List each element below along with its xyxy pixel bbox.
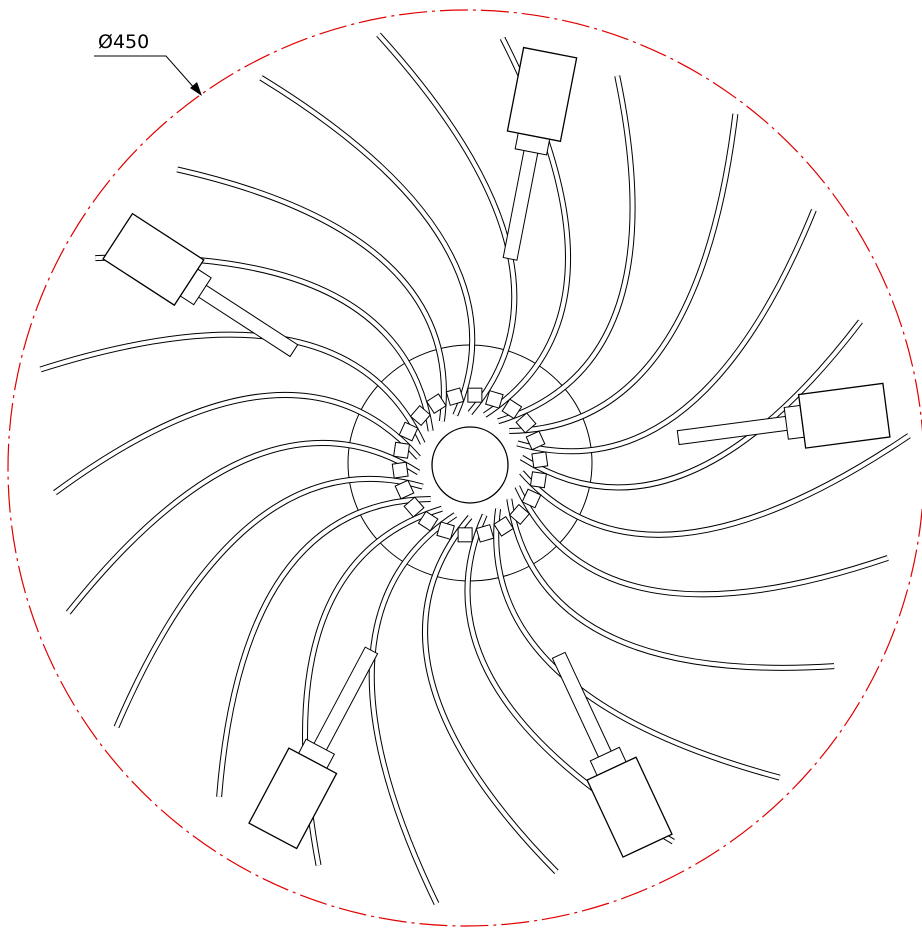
motor-shaft [314, 647, 378, 751]
motor-body [799, 383, 890, 448]
motor [484, 48, 577, 264]
motor [675, 383, 890, 464]
page: Ø450 (() => { const data = JSON.parse(do… [0, 0, 922, 928]
motor-shaft [503, 150, 538, 261]
blade-outline [379, 35, 515, 413]
blade-root [532, 452, 548, 468]
drawing: Ø450 [0, 0, 922, 928]
leader-line [94, 56, 196, 90]
blade-root [394, 442, 410, 458]
blade-outline [41, 335, 423, 444]
dimension-label: Ø450 [98, 31, 149, 53]
motor [103, 214, 309, 374]
blade-fill [517, 210, 814, 451]
blade-root [392, 462, 408, 478]
motor-shaft [677, 416, 788, 444]
blade-outline [517, 210, 814, 451]
motor-body [507, 48, 576, 142]
blade-outline [517, 487, 887, 595]
blade-root [458, 528, 472, 542]
blade-fill [509, 114, 735, 431]
blade-fill [517, 487, 887, 595]
motor [534, 644, 672, 857]
motor-shaft [198, 285, 298, 357]
hub [432, 427, 508, 503]
blade-root [468, 388, 482, 402]
leader-arrow [190, 82, 202, 96]
blade-root [530, 472, 546, 488]
blade-fill [379, 35, 515, 413]
